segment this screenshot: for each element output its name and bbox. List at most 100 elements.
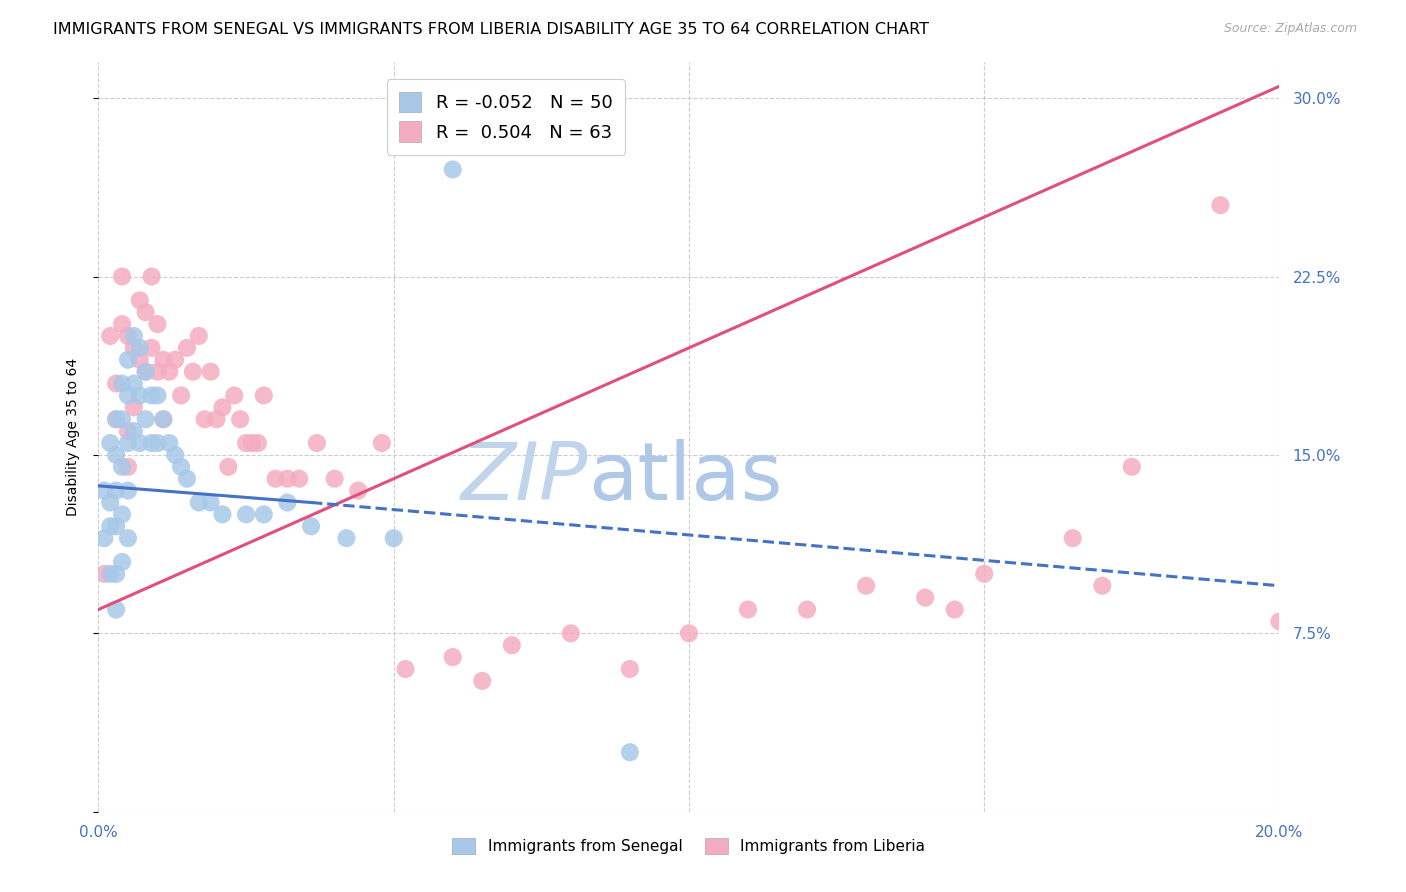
Point xyxy=(111,376,134,391)
Point xyxy=(105,519,128,533)
Text: atlas: atlas xyxy=(589,439,783,517)
Point xyxy=(200,365,222,379)
Point xyxy=(323,472,346,486)
Point xyxy=(253,508,276,522)
Point xyxy=(152,352,174,367)
Point xyxy=(128,341,150,355)
Point xyxy=(157,365,180,379)
Point xyxy=(246,436,269,450)
Point xyxy=(165,448,187,462)
Point xyxy=(98,495,121,509)
Point xyxy=(276,472,298,486)
Point xyxy=(117,329,139,343)
Point xyxy=(1062,531,1084,545)
Point xyxy=(855,579,877,593)
Point xyxy=(973,566,995,581)
Point xyxy=(117,531,139,545)
Point xyxy=(224,388,246,402)
Point xyxy=(288,472,311,486)
Point xyxy=(560,626,582,640)
Point xyxy=(122,376,145,391)
Point xyxy=(240,436,263,450)
Point xyxy=(146,388,169,402)
Point xyxy=(335,531,357,545)
Point xyxy=(441,650,464,665)
Point xyxy=(1121,459,1143,474)
Point xyxy=(128,293,150,308)
Point xyxy=(471,673,494,688)
Point xyxy=(347,483,370,498)
Point xyxy=(122,341,145,355)
Point xyxy=(105,602,128,616)
Point xyxy=(93,531,115,545)
Legend: Immigrants from Senegal, Immigrants from Liberia: Immigrants from Senegal, Immigrants from… xyxy=(446,832,932,860)
Point xyxy=(152,412,174,426)
Point xyxy=(135,412,157,426)
Point xyxy=(205,412,228,426)
Point xyxy=(146,436,169,450)
Point xyxy=(128,436,150,450)
Point xyxy=(111,317,134,331)
Point xyxy=(128,388,150,402)
Point xyxy=(276,495,298,509)
Point xyxy=(122,424,145,438)
Point xyxy=(217,459,239,474)
Point xyxy=(305,436,328,450)
Point xyxy=(141,388,163,402)
Point xyxy=(117,459,139,474)
Point xyxy=(371,436,394,450)
Point xyxy=(501,638,523,652)
Point xyxy=(122,401,145,415)
Point xyxy=(157,436,180,450)
Point xyxy=(181,365,204,379)
Point xyxy=(176,341,198,355)
Text: Source: ZipAtlas.com: Source: ZipAtlas.com xyxy=(1223,22,1357,36)
Point xyxy=(235,508,257,522)
Point xyxy=(105,412,128,426)
Point xyxy=(117,436,139,450)
Point xyxy=(165,352,187,367)
Point xyxy=(93,566,115,581)
Point xyxy=(117,352,139,367)
Point xyxy=(117,424,139,438)
Point xyxy=(105,566,128,581)
Text: ZIP: ZIP xyxy=(461,439,589,517)
Point xyxy=(111,412,134,426)
Point xyxy=(441,162,464,177)
Point xyxy=(111,269,134,284)
Point xyxy=(117,483,139,498)
Point xyxy=(98,519,121,533)
Point xyxy=(737,602,759,616)
Point xyxy=(135,305,157,319)
Point xyxy=(176,472,198,486)
Point xyxy=(117,388,139,402)
Point xyxy=(253,388,276,402)
Point xyxy=(619,745,641,759)
Point xyxy=(98,436,121,450)
Point xyxy=(796,602,818,616)
Point xyxy=(211,401,233,415)
Point xyxy=(105,483,128,498)
Point xyxy=(93,483,115,498)
Point xyxy=(98,566,121,581)
Point xyxy=(98,329,121,343)
Point xyxy=(105,412,128,426)
Point xyxy=(229,412,252,426)
Point xyxy=(1268,615,1291,629)
Point xyxy=(299,519,322,533)
Point xyxy=(170,388,193,402)
Text: IMMIGRANTS FROM SENEGAL VS IMMIGRANTS FROM LIBERIA DISABILITY AGE 35 TO 64 CORRE: IMMIGRANTS FROM SENEGAL VS IMMIGRANTS FR… xyxy=(53,22,929,37)
Point xyxy=(135,365,157,379)
Point xyxy=(141,269,163,284)
Point xyxy=(264,472,287,486)
Point xyxy=(170,459,193,474)
Point xyxy=(105,448,128,462)
Point xyxy=(146,317,169,331)
Point xyxy=(111,555,134,569)
Point xyxy=(914,591,936,605)
Point xyxy=(1091,579,1114,593)
Point xyxy=(141,341,163,355)
Point xyxy=(141,436,163,450)
Point xyxy=(187,495,209,509)
Point xyxy=(111,459,134,474)
